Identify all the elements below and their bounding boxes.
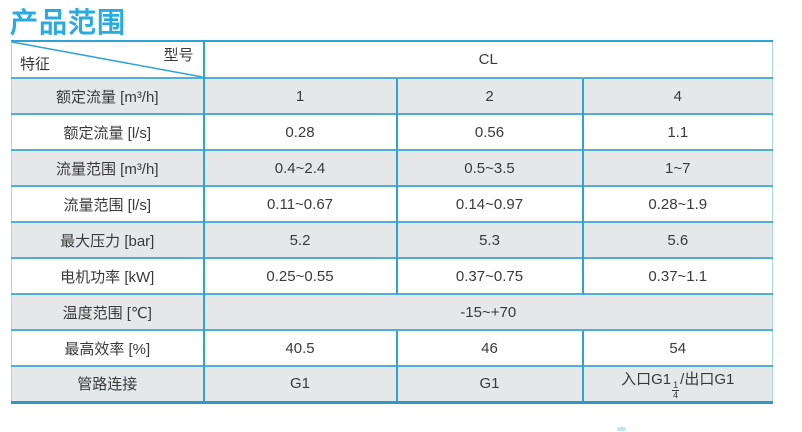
value-cell: 0.37~0.75 xyxy=(395,257,583,294)
merged-value-cell: -15~+70 xyxy=(202,293,773,330)
row-label: 流量范围 [l/s] xyxy=(11,185,204,222)
row-label: 最高效率 [%] xyxy=(11,329,204,366)
corner-feature-label: 特征 xyxy=(20,56,51,73)
connection-prefix: 入口G1 xyxy=(621,370,672,388)
table-header-row: 型号 特征 CL xyxy=(11,40,773,78)
value-cell: 0.14~0.97 xyxy=(395,185,583,222)
value-cell: 0.25~0.55 xyxy=(202,257,397,294)
table-row: 额定流量 [m³/h] 1 2 4 xyxy=(11,77,773,114)
value-cell: 5.2 xyxy=(202,221,397,258)
page-title: 产品范围 xyxy=(10,7,127,38)
value-cell: 1.1 xyxy=(581,113,773,150)
row-label: 流量范围 [m³/h] xyxy=(11,149,204,186)
cutoff-artifact xyxy=(617,427,626,431)
value-cell: 1~7 xyxy=(581,149,773,186)
value-cell: 46 xyxy=(395,329,583,366)
corner-model-label: 型号 xyxy=(163,47,194,64)
table-row: 额定流量 [l/s] 0.28 0.56 1.1 xyxy=(11,113,773,150)
value-cell: 0.28 xyxy=(202,113,397,150)
diagonal-divider-line xyxy=(13,43,203,77)
value-cell: 4 xyxy=(581,77,773,114)
value-cell: 40.5 xyxy=(202,329,397,366)
value-cell: 5.6 xyxy=(581,221,773,258)
value-cell: 2 xyxy=(395,77,583,114)
value-cell: G1 xyxy=(202,365,397,402)
value-cell-connection: 入口G1 1 4/出口G1 xyxy=(581,365,773,402)
corner-cell: 型号 特征 xyxy=(11,40,204,78)
value-cell: G1 xyxy=(395,365,583,402)
row-label: 管路连接 xyxy=(11,365,204,402)
row-label: 额定流量 [l/s] xyxy=(11,113,204,150)
value-cell: 0.5~3.5 xyxy=(395,149,583,186)
row-label: 电机功率 [kW] xyxy=(11,257,204,294)
row-label: 额定流量 [m³/h] xyxy=(11,77,204,114)
table-row-temperature: 温度范围 [℃] -15~+70 xyxy=(11,293,773,330)
table-row: 最大压力 [bar] 5.2 5.3 5.6 xyxy=(11,221,773,258)
table-row: 流量范围 [m³/h] 0.4~2.4 0.5~3.5 1~7 xyxy=(11,149,773,186)
model-series-cell: CL xyxy=(202,40,773,78)
table-row: 最高效率 [%] 40.5 46 54 xyxy=(11,329,773,366)
product-range-table: 型号 特征 CL 额定流量 [m³/h] 1 2 4 额定流量 [l/s] 0.… xyxy=(11,40,773,404)
value-cell: 0.28~1.9 xyxy=(581,185,773,222)
value-cell: 1 xyxy=(202,77,397,114)
value-cell: 54 xyxy=(581,329,773,366)
connection-suffix: /出口G1 xyxy=(680,370,735,388)
table-row-connection: 管路连接 G1 G1 入口G1 1 4/出口G1 xyxy=(11,365,773,402)
table-row: 电机功率 [kW] 0.25~0.55 0.37~0.75 0.37~1.1 xyxy=(11,257,773,294)
value-cell: 0.37~1.1 xyxy=(581,257,773,294)
table-row: 流量范围 [l/s] 0.11~0.67 0.14~0.97 0.28~1.9 xyxy=(11,185,773,222)
row-label: 温度范围 [℃] xyxy=(11,293,204,330)
value-cell: 0.56 xyxy=(395,113,583,150)
row-label: 最大压力 [bar] xyxy=(11,221,204,258)
value-cell: 0.11~0.67 xyxy=(202,185,397,222)
value-cell: 0.4~2.4 xyxy=(202,149,397,186)
value-cell: 5.3 xyxy=(395,221,583,258)
